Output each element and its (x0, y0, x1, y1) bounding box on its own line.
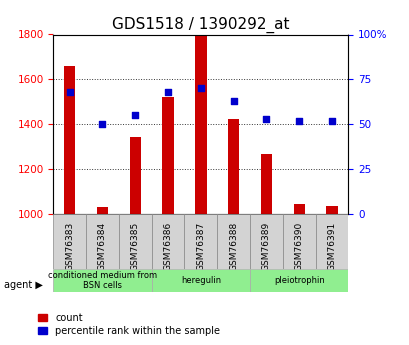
Text: GSM76383: GSM76383 (65, 222, 74, 272)
FancyBboxPatch shape (151, 214, 184, 269)
Point (230, 98, 236, 104)
Text: GSM76389: GSM76389 (261, 222, 270, 272)
Point (132, 112, 138, 118)
FancyBboxPatch shape (119, 214, 151, 269)
Text: GSM76387: GSM76387 (196, 222, 205, 272)
Point (164, 89, 171, 95)
FancyBboxPatch shape (151, 269, 249, 292)
Title: GDS1518 / 1390292_at: GDS1518 / 1390292_at (112, 17, 289, 33)
Text: GSM76386: GSM76386 (163, 222, 172, 272)
FancyBboxPatch shape (86, 214, 119, 269)
Text: pleiotrophin: pleiotrophin (273, 276, 324, 285)
Text: GSM76385: GSM76385 (130, 222, 139, 272)
Text: conditioned medium from
BSN cells: conditioned medium from BSN cells (48, 270, 157, 290)
Text: agent ▶: agent ▶ (4, 280, 43, 289)
Bar (293, 204, 304, 214)
Text: GSM76384: GSM76384 (98, 222, 107, 271)
Text: GSM76390: GSM76390 (294, 222, 303, 272)
Bar (97, 207, 108, 214)
Bar (260, 155, 272, 214)
FancyBboxPatch shape (53, 269, 151, 292)
Bar (326, 206, 337, 214)
Point (99, 121, 106, 127)
Text: GSM76388: GSM76388 (229, 222, 238, 272)
Point (197, 86, 204, 91)
Point (66, 89, 73, 95)
Point (263, 116, 269, 121)
FancyBboxPatch shape (217, 214, 249, 269)
Bar (129, 137, 141, 214)
Bar (227, 119, 239, 214)
FancyBboxPatch shape (249, 214, 282, 269)
Text: GSM76391: GSM76391 (327, 222, 336, 272)
FancyBboxPatch shape (282, 214, 315, 269)
Point (328, 118, 335, 124)
FancyBboxPatch shape (315, 214, 348, 269)
Bar (195, 36, 206, 214)
FancyBboxPatch shape (184, 214, 217, 269)
FancyBboxPatch shape (249, 269, 348, 292)
Legend: count, percentile rank within the sample: count, percentile rank within the sample (38, 313, 220, 336)
FancyBboxPatch shape (53, 214, 86, 269)
Bar (162, 97, 173, 214)
Text: heregulin: heregulin (180, 276, 220, 285)
Point (295, 118, 302, 124)
Bar (64, 66, 75, 214)
